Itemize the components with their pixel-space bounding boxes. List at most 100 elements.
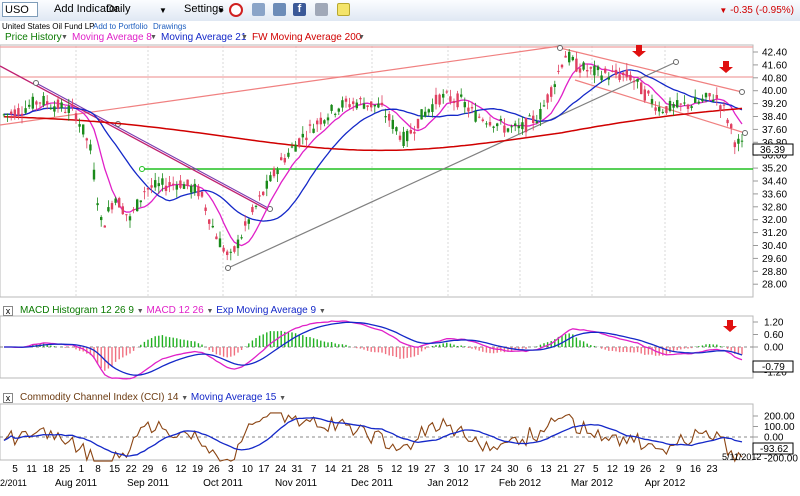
candle-body (668, 100, 672, 111)
alarm-clock-icon[interactable] (229, 3, 243, 17)
legend-ma8[interactable]: Moving Average 8 (72, 32, 152, 43)
add-to-portfolio-link[interactable]: Add to Portfolio (93, 22, 148, 31)
candle-body (654, 107, 657, 111)
candle-body (114, 198, 117, 203)
drawings-link[interactable]: Drawings (153, 22, 187, 31)
price-y-label: 32.00 (762, 215, 787, 226)
candle-body (690, 106, 693, 109)
x-day-label: 15 (109, 464, 121, 475)
upper-channel-line (559, 47, 743, 93)
period-dropdown-icon[interactable]: ▼ (159, 6, 167, 15)
x-day-label: 24 (275, 464, 287, 475)
candle-body (539, 108, 542, 120)
legend-ma21-dropdown-icon[interactable]: ▼ (241, 34, 248, 41)
macd-close-button[interactable]: x (3, 306, 13, 316)
macd-exp-label[interactable]: Exp Moving Average 9 (216, 305, 317, 316)
cci-y-label: 0.00 (764, 433, 784, 444)
print-icon[interactable] (273, 3, 286, 16)
downtrend-handle (33, 80, 39, 86)
candle-body (722, 104, 726, 106)
macd-label[interactable]: MACD 12 26 (146, 305, 204, 316)
toolbar: USO Add Indicator Daily ▼ Settings ▼ f ▼… (0, 0, 800, 22)
macd-dropdown-icon[interactable]: ▼ (206, 308, 214, 315)
x-day-label: 30 (507, 464, 519, 475)
legend-price-history[interactable]: Price History (5, 32, 62, 43)
last-price-label: 36.39 (760, 145, 785, 156)
candle-body (607, 77, 610, 80)
candle-body (222, 247, 225, 252)
facebook-icon[interactable]: f (293, 3, 306, 16)
candle-body (96, 203, 99, 206)
candle-body (125, 214, 128, 216)
candle-body (89, 144, 92, 151)
x-day-label: 13 (540, 464, 552, 475)
x-day-label: 16 (690, 464, 702, 475)
symbol-input[interactable]: USO (2, 2, 38, 17)
legend-ma8-dropdown-icon[interactable]: ▼ (150, 34, 157, 41)
cci-close-button[interactable]: x (3, 393, 13, 403)
macd-exp-dropdown-icon[interactable]: ▼ (318, 308, 326, 315)
candle-body (427, 109, 430, 113)
legend-fw200-dropdown-icon[interactable]: ▼ (358, 34, 365, 41)
candle-body (164, 185, 168, 192)
price-y-label: 39.20 (762, 99, 787, 110)
candle-body (348, 104, 351, 108)
macd-histogram-label[interactable]: MACD Histogram 12 26 9 (20, 305, 134, 316)
legend-price-history-dropdown-icon[interactable]: ▼ (61, 34, 68, 41)
candle-body (82, 124, 85, 135)
x-day-label: 5 (377, 464, 383, 475)
x-day-label: 9 (676, 464, 682, 475)
candle-body (474, 110, 477, 122)
settings-button[interactable]: Settings (184, 3, 224, 15)
candle-body (481, 119, 484, 122)
price-y-label: 38.40 (762, 112, 787, 123)
candle-body (571, 56, 574, 61)
candle-body (488, 122, 492, 126)
cci-dropdown-icon[interactable]: ▼ (181, 395, 189, 402)
price-change: ▼ -0.35 (-0.95%) (719, 5, 794, 16)
candle-body (402, 131, 405, 146)
candle-body (233, 246, 236, 252)
cci-label[interactable]: Commodity Channel Index (CCI) 14 (20, 392, 179, 403)
candle-body (337, 108, 340, 112)
x-day-label: 28 (358, 464, 370, 475)
clipboard-icon[interactable] (252, 3, 265, 16)
period-select[interactable]: Daily (106, 3, 131, 15)
candle-body (236, 239, 240, 249)
candle-body (49, 107, 52, 110)
x-day-label: 17 (474, 464, 486, 475)
candle-body (420, 109, 423, 120)
candle-body (10, 111, 13, 115)
candle-body (388, 113, 391, 121)
sticky-note-icon[interactable] (337, 3, 350, 16)
candle-body (118, 198, 121, 208)
candle-body (470, 107, 474, 109)
candle-body (528, 115, 531, 117)
candle-body (161, 178, 164, 185)
candle-body (384, 116, 387, 118)
candle-body (467, 107, 470, 112)
candle-body (366, 105, 369, 107)
candle-body (258, 195, 261, 197)
price-y-label: 35.20 (762, 164, 787, 175)
candle-body (521, 122, 524, 130)
legend-fw200[interactable]: FW Moving Average 200 (252, 32, 362, 43)
settings-dropdown-icon[interactable]: ▼ (217, 6, 225, 15)
cci-ma-label[interactable]: Moving Average 15 (190, 392, 277, 403)
candle-body (305, 137, 308, 141)
x-day-label: 12 (175, 464, 187, 475)
candle-body (262, 191, 265, 196)
x-day-label: 8 (95, 464, 101, 475)
add-indicator-button[interactable]: Add Indicator (54, 3, 119, 15)
legend-ma21[interactable]: Moving Average 21 (161, 32, 247, 43)
candle-body (661, 111, 664, 113)
downtrend-line (35, 82, 271, 210)
email-icon[interactable] (315, 3, 328, 16)
candle-body (398, 135, 402, 140)
cci-ma-dropdown-icon[interactable]: ▼ (279, 395, 287, 402)
x-day-label: 3 (444, 464, 450, 475)
candle-body (463, 102, 466, 108)
macd-hist-dropdown-icon[interactable]: ▼ (136, 308, 144, 315)
candle-body (355, 102, 358, 109)
